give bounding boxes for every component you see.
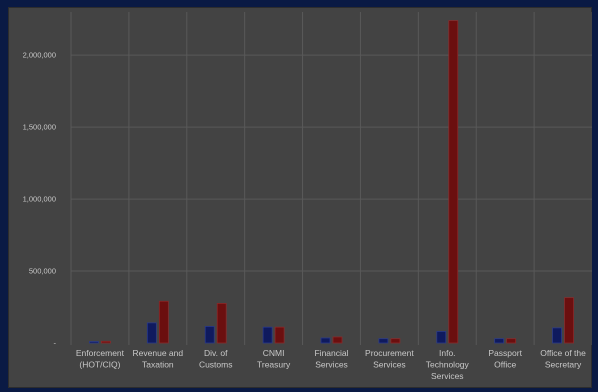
category-label: Enforcement xyxy=(76,348,125,358)
bar-red xyxy=(564,297,574,344)
category-label: Revenue and xyxy=(133,348,184,358)
y-tick-label: 500,000 xyxy=(29,267,56,276)
bar-red xyxy=(390,338,401,344)
category-label: Passport xyxy=(488,348,522,358)
category-label: Div. of xyxy=(204,348,228,358)
category-label: Financial xyxy=(314,348,348,358)
bar-red xyxy=(506,338,517,344)
y-tick-label: 2,000,000 xyxy=(23,51,56,60)
y-tick-label: 1,500,000 xyxy=(23,123,56,132)
bar-red xyxy=(448,20,459,344)
bar-blue xyxy=(378,338,389,344)
bar-blue xyxy=(204,326,215,344)
bar-red xyxy=(332,336,343,344)
category-label: Customs xyxy=(199,360,233,370)
bar-red xyxy=(216,303,227,344)
category-label: Services xyxy=(373,360,406,370)
chart-area: - 500,000 1,000,000 1,500,000 2,000,000 Enfor… xyxy=(8,7,592,388)
category-label: CNMI xyxy=(263,348,285,358)
bar-blue xyxy=(89,341,99,344)
category-label: Services xyxy=(315,360,348,370)
category-label: Services xyxy=(431,371,464,381)
category-label: Info. xyxy=(439,348,456,358)
category-label: Office of the xyxy=(540,348,586,358)
bar-red xyxy=(158,300,169,344)
category-label: Technology xyxy=(426,360,470,370)
category-label: Treasury xyxy=(257,360,291,370)
bar-blue xyxy=(262,326,273,344)
category-label: (HOT/CIQ) xyxy=(79,360,120,370)
category-label: Procurement xyxy=(365,348,414,358)
bar-red xyxy=(274,326,285,344)
bar-red xyxy=(101,340,111,344)
y-tick-label: 1,000,000 xyxy=(23,195,56,204)
category-label: Secretary xyxy=(545,360,582,370)
bar-blue xyxy=(146,322,157,344)
y-tick-label: - xyxy=(54,339,57,348)
bar-blue xyxy=(494,338,505,344)
category-label: Taxation xyxy=(142,360,174,370)
bar-blue xyxy=(320,337,331,344)
bar-chart: - 500,000 1,000,000 1,500,000 2,000,000 Enfor… xyxy=(23,12,592,381)
bar-blue xyxy=(436,331,447,344)
bar-blue xyxy=(552,327,562,344)
category-label: Office xyxy=(494,360,516,370)
